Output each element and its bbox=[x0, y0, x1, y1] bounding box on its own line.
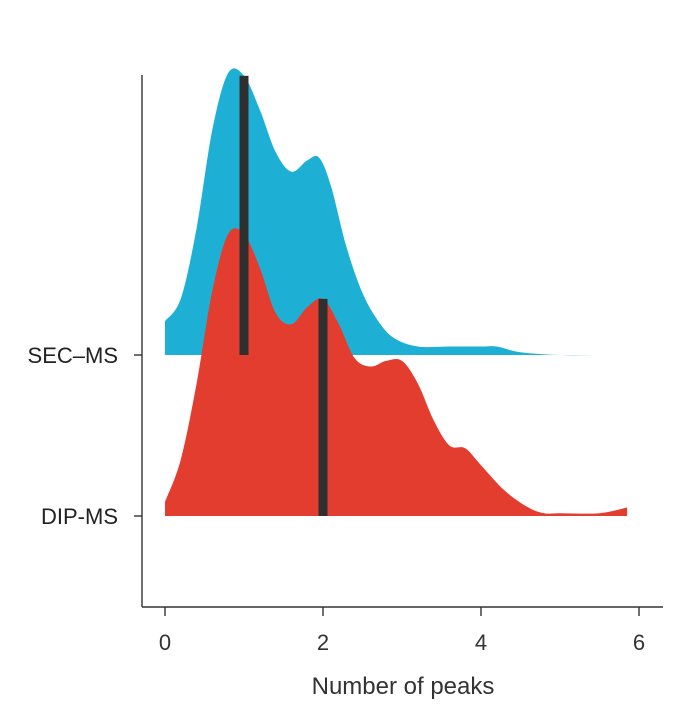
median-line-sec-ms bbox=[239, 75, 249, 356]
x-tick-label-6: 6 bbox=[633, 630, 645, 655]
x-tick-labels: 0 2 4 6 bbox=[159, 630, 645, 655]
category-label-dip-ms: DIP-MS bbox=[41, 504, 118, 529]
axes bbox=[134, 75, 663, 616]
median-line-dip-ms bbox=[318, 298, 328, 516]
median-lines bbox=[239, 75, 328, 516]
x-axis-title: Number of peaks bbox=[312, 673, 495, 700]
category-labels: SEC–MS DIP-MS bbox=[28, 343, 118, 529]
density-ridges bbox=[165, 68, 632, 516]
ridge-sec-ms bbox=[165, 68, 632, 356]
x-tick-label-4: 4 bbox=[475, 630, 487, 655]
x-tick-label-2: 2 bbox=[317, 630, 329, 655]
category-label-sec-ms: SEC–MS bbox=[28, 343, 118, 368]
x-tick-label-0: 0 bbox=[159, 630, 171, 655]
ridge-dip-ms bbox=[165, 228, 628, 516]
